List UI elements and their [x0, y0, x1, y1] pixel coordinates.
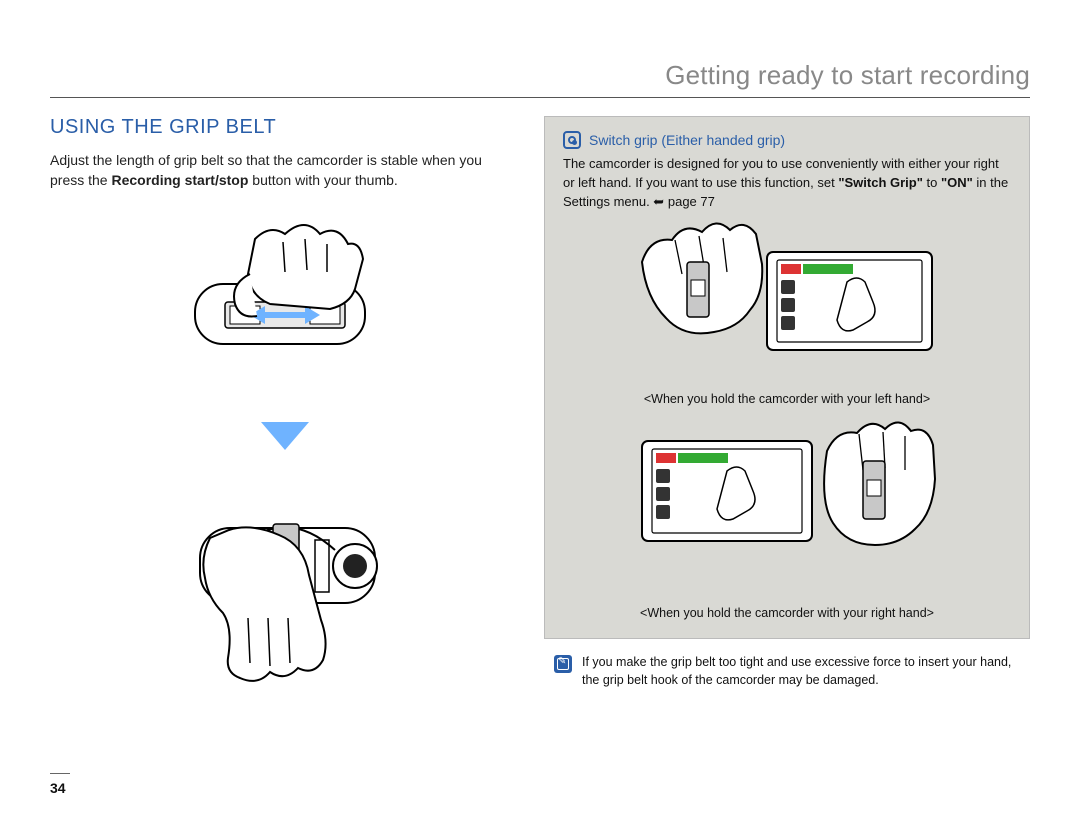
- panel-illustrations: <When you hold the camcorder with your l…: [563, 222, 1011, 620]
- illustration-right-hand: [627, 416, 947, 596]
- info-title: Switch grip (Either handed grip): [589, 132, 785, 148]
- info-bold1: "Switch Grip": [838, 175, 923, 190]
- info-mid: to: [923, 175, 941, 190]
- illustration-left-hand: [627, 222, 947, 382]
- caption-right-hand: <When you hold the camcorder with your r…: [640, 606, 934, 620]
- section-heading: USING THE GRIP BELT: [50, 116, 520, 139]
- left-column: USING THE GRIP BELT Adjust the length of…: [50, 116, 520, 689]
- page-number-rule: [50, 773, 70, 774]
- info-page-ref: page 77: [668, 194, 715, 209]
- left-illustrations: [50, 190, 520, 688]
- reference-arrow-icon: ➥: [653, 193, 664, 212]
- illustration-hand-strap: [155, 468, 415, 688]
- illustration-adjust-belt: [155, 214, 415, 404]
- note-row: If you make the grip belt too tight and …: [544, 653, 1030, 689]
- caption-left-hand: <When you hold the camcorder with your l…: [644, 392, 930, 406]
- two-column-layout: USING THE GRIP BELT Adjust the length of…: [50, 116, 1030, 689]
- intro-bold: Recording start/stop: [111, 172, 248, 188]
- intro-paragraph: Adjust the length of grip belt so that t…: [50, 151, 520, 190]
- info-panel: Switch grip (Either handed grip) The cam…: [544, 116, 1030, 639]
- note-icon: [554, 655, 572, 673]
- arrow-down-icon: [261, 422, 309, 450]
- info-body: The camcorder is designed for you to use…: [563, 155, 1011, 212]
- magnifier-icon: [563, 131, 581, 149]
- intro-post: button with your thumb.: [248, 172, 397, 188]
- divider: [50, 97, 1030, 98]
- chapter-title: Getting ready to start recording: [50, 60, 1030, 91]
- info-header: Switch grip (Either handed grip): [563, 131, 1011, 149]
- note-text: If you make the grip belt too tight and …: [582, 653, 1020, 689]
- right-column: Switch grip (Either handed grip) The cam…: [544, 116, 1030, 689]
- page-number: 34: [50, 780, 66, 796]
- info-bold2: "ON": [941, 175, 973, 190]
- manual-page: Getting ready to start recording USING T…: [0, 0, 1080, 826]
